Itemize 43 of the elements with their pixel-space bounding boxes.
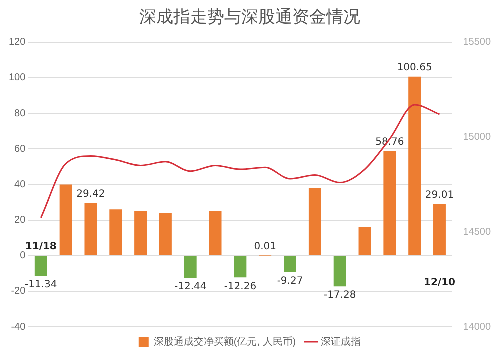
bar — [358, 227, 372, 256]
bar — [384, 151, 396, 256]
bar — [134, 211, 148, 256]
data-label: -11.34 — [25, 280, 58, 291]
data-label: 29.42 — [76, 189, 106, 200]
legend-label: 深股通成交净买额(亿元, 人民币) — [154, 336, 296, 348]
data-label: -12.26 — [224, 281, 257, 292]
y2-tick-label: 15000 — [463, 132, 492, 144]
y-tick-label: 40 — [14, 179, 26, 190]
y-tick-label: 120 — [8, 37, 26, 48]
data-label: -17.28 — [324, 290, 356, 302]
bar — [434, 204, 446, 256]
data-label: -9.27 — [277, 276, 304, 287]
bar — [34, 256, 48, 276]
y2-tick-label: 14000 — [463, 322, 492, 333]
bar — [408, 76, 422, 256]
bar — [308, 188, 322, 256]
bar — [184, 256, 197, 278]
x-tick-label: 11/18 — [25, 241, 57, 252]
y-tick-label: 20 — [14, 215, 26, 226]
bar — [60, 184, 72, 256]
y2-tick-label: 14500 — [463, 226, 492, 238]
chart-title: 深成指走势与深股通资金情况 — [140, 8, 360, 28]
bar — [84, 204, 98, 256]
data-label: 100.65 — [397, 62, 432, 74]
bar — [334, 256, 346, 287]
y-tick-label: 60 — [14, 144, 26, 155]
x-tick-label: 12/10 — [424, 277, 456, 288]
bar — [284, 256, 296, 272]
data-label: 0.01 — [254, 241, 276, 252]
y-tick-label: 80 — [14, 108, 26, 120]
y2-tick-label: 15500 — [463, 37, 492, 48]
y-tick-label: 100 — [8, 72, 26, 84]
bar — [234, 256, 247, 278]
legend-label: 深证成指 — [321, 336, 362, 348]
y-tick-label: -40 — [11, 322, 26, 333]
y-tick-label: 0 — [20, 250, 26, 262]
data-label: 29.01 — [425, 190, 454, 201]
bar — [209, 211, 222, 256]
y-tick-label: -20 — [11, 286, 26, 298]
bar — [159, 213, 172, 256]
data-label: -12.44 — [174, 282, 207, 293]
bar — [110, 210, 122, 256]
